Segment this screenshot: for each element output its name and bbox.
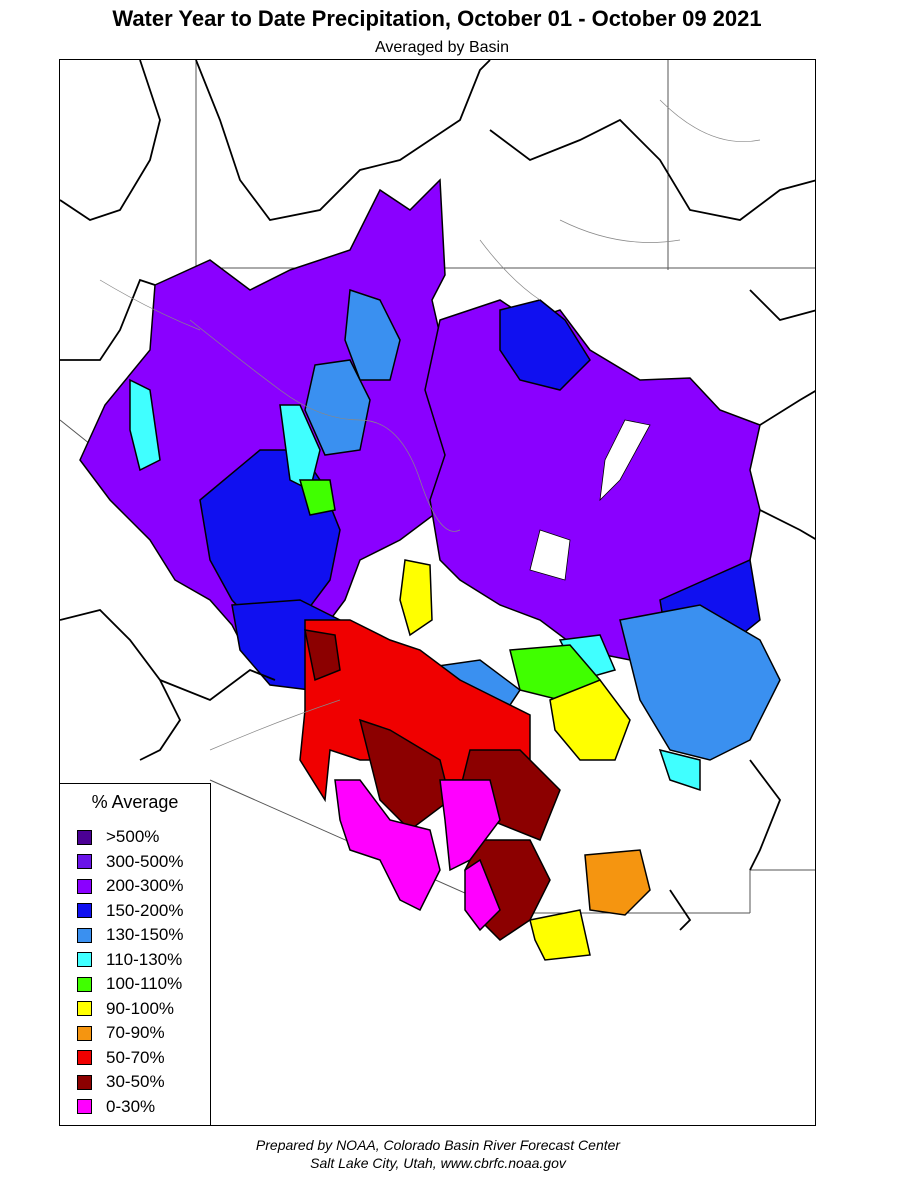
legend-item: 110-130% [77, 948, 184, 973]
legend-label: 0-30% [106, 1096, 156, 1116]
basin-90-100-a [399, 559, 433, 637]
legend-swatch [77, 1050, 92, 1066]
basin-130-150-a [344, 288, 401, 381]
legend-list: >500% 300-500% 200-300% 150-200% 130-150… [77, 825, 184, 1119]
legend-swatch [77, 903, 92, 919]
basin-0-30-a [334, 779, 441, 912]
basin-110-130-b [279, 404, 321, 492]
legend-item: 90-100% [77, 997, 184, 1022]
legend-swatch [77, 829, 92, 845]
basin-70-90-a [584, 849, 651, 916]
map-canvas [60, 60, 815, 961]
basin-outlines [60, 60, 815, 931]
legend-item: 70-90% [77, 1021, 184, 1046]
legend-item: 200-300% [77, 874, 184, 899]
legend-label: 70-90% [106, 1023, 165, 1043]
legend-label: 130-150% [106, 925, 184, 945]
basin-110-130-a [129, 378, 161, 472]
basin-110-130-d [658, 748, 701, 792]
legend-swatch [77, 1001, 92, 1017]
legend-label: >500% [106, 827, 160, 847]
legend-item: 0-30% [77, 1095, 184, 1120]
legend-item: 300-500% [77, 850, 184, 875]
legend-item: 30-50% [77, 1070, 184, 1095]
basin-130-150-c [619, 604, 781, 761]
legend-swatch [77, 952, 92, 968]
basin-130-150-b [304, 359, 371, 456]
legend-swatch [77, 1025, 92, 1041]
legend-label: 150-200% [106, 900, 184, 920]
map-title: Water Year to Date Precipitation, Octobe… [112, 6, 762, 31]
lakes [529, 419, 651, 581]
legend-label: 90-100% [106, 998, 175, 1018]
legend-item: >500% [77, 825, 184, 850]
basin-fills [79, 178, 781, 961]
legend-swatch [77, 1074, 92, 1090]
legend-label: 300-500% [106, 851, 184, 871]
legend-label: 110-130% [106, 949, 183, 969]
legend-swatch [77, 976, 92, 992]
basin-0-30-c [464, 858, 501, 932]
basin-100-110-a [299, 479, 336, 516]
legend-title: % Average [91, 792, 179, 812]
legend-item: 100-110% [77, 972, 184, 997]
basin-90-100-b [549, 679, 631, 761]
legend-item: 50-70% [77, 1046, 184, 1071]
basin-30-50-a [358, 718, 451, 831]
basin-150-200-c [499, 299, 591, 391]
footer-location: Salt Lake City, Utah, www.cbrfc.noaa.gov [310, 1155, 566, 1171]
legend-label: 200-300% [106, 876, 184, 896]
legend-label: 30-50% [106, 1072, 165, 1092]
legend-label: 50-70% [106, 1047, 165, 1067]
legend-swatch [77, 1099, 92, 1115]
legend-label: 100-110% [106, 974, 183, 994]
legend-swatch [77, 927, 92, 943]
rivers [99, 99, 761, 751]
legend-item: 150-200% [77, 899, 184, 924]
basin-30-50-d [304, 629, 341, 682]
footer-credit: Prepared by NOAA, Colorado Basin River F… [255, 1137, 621, 1153]
basin-90-100-c [529, 909, 591, 961]
legend: % Average >500% 300-500% 200-300% 150-20… [59, 783, 211, 1126]
precipitation-map [59, 59, 816, 1126]
map-subtitle: Averaged by Basin [374, 39, 509, 56]
basin-0-30-b [439, 779, 501, 872]
legend-item: 130-150% [77, 923, 184, 948]
legend-swatch [77, 854, 92, 870]
legend-swatch [77, 878, 92, 894]
